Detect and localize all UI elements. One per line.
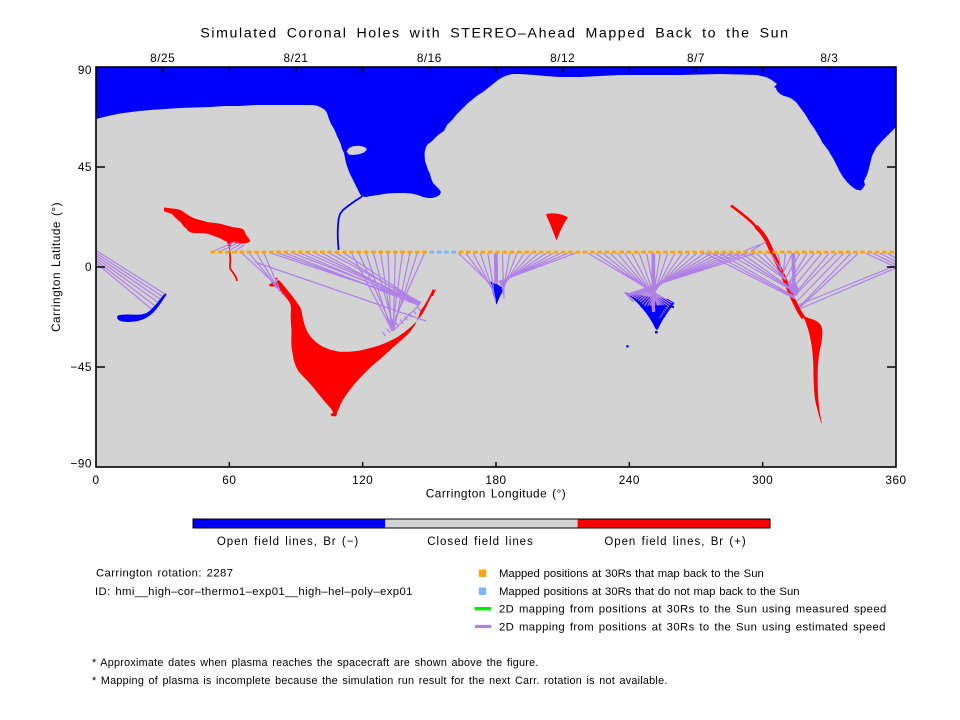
svg-text:−90: −90 xyxy=(70,457,92,471)
svg-text:120: 120 xyxy=(352,473,373,487)
svg-text:Carrington Longitude (°): Carrington Longitude (°) xyxy=(426,487,566,501)
svg-text:Mapped positions at 30Rs that: Mapped positions at 30Rs that do not map… xyxy=(499,586,800,598)
svg-text:2D mapping from positions at 3: 2D mapping from positions at 30Rs to the… xyxy=(499,604,887,616)
svg-text:Closed field lines: Closed field lines xyxy=(427,536,533,548)
svg-text:8/16: 8/16 xyxy=(417,51,442,65)
svg-text:* Mapping of plasma is incompl: * Mapping of plasma is incomplete becaus… xyxy=(92,675,668,687)
svg-text:ID: hmi__high–cor–thermo1–exp0: ID: hmi__high–cor–thermo1–exp01__high–he… xyxy=(95,586,413,598)
svg-text:8/3: 8/3 xyxy=(820,51,838,65)
svg-text:8/7: 8/7 xyxy=(687,51,705,65)
svg-text:Carrington rotation: 2287: Carrington rotation: 2287 xyxy=(96,568,233,580)
svg-text:300: 300 xyxy=(752,473,773,487)
svg-text:8/25: 8/25 xyxy=(150,51,175,65)
svg-text:45: 45 xyxy=(78,160,92,174)
svg-text:8/12: 8/12 xyxy=(550,51,575,65)
svg-text:0: 0 xyxy=(85,260,92,274)
svg-text:Mapped positions at 30Rs that: Mapped positions at 30Rs that map back t… xyxy=(499,568,764,580)
svg-text:240: 240 xyxy=(619,473,640,487)
svg-text:Carrington Latitude (°): Carrington Latitude (°) xyxy=(49,202,63,332)
svg-text:Open field lines, Br (−): Open field lines, Br (−) xyxy=(217,536,359,548)
svg-text:180: 180 xyxy=(485,473,506,487)
svg-text:−45: −45 xyxy=(70,360,92,374)
svg-text:* Approximate dates when plasm: * Approximate dates when plasma reaches … xyxy=(92,657,539,669)
svg-text:8/21: 8/21 xyxy=(284,51,309,65)
svg-text:Simulated Coronal Holes with S: Simulated Coronal Holes with STEREO–Ahea… xyxy=(200,26,789,42)
svg-text:90: 90 xyxy=(78,63,92,77)
svg-text:Open field lines, Br (+): Open field lines, Br (+) xyxy=(604,536,746,548)
svg-text:60: 60 xyxy=(222,473,236,487)
svg-text:2D mapping from positions at 3: 2D mapping from positions at 30Rs to the… xyxy=(499,622,886,634)
svg-text:0: 0 xyxy=(92,473,99,487)
svg-text:360: 360 xyxy=(885,473,906,487)
